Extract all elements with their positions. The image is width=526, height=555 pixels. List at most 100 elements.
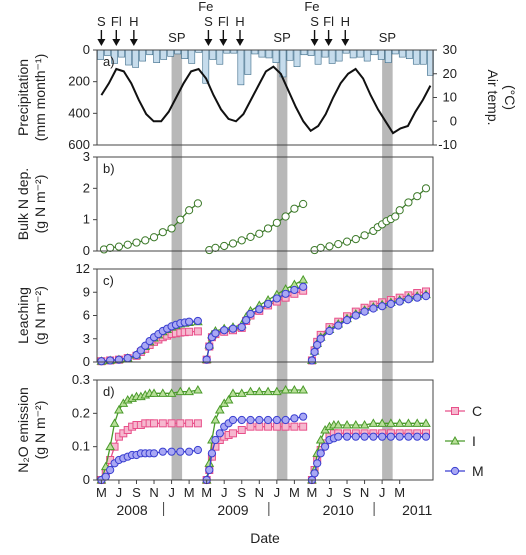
y2-tick-label: 30 <box>443 42 457 57</box>
x-tick-label: J <box>168 485 175 500</box>
data-point-circle <box>220 326 229 335</box>
data-point-circle <box>263 299 273 308</box>
event-label: S <box>204 14 213 29</box>
precipitation-bar <box>391 49 399 55</box>
data-point-circle <box>360 432 369 441</box>
y2-tick-label: 10 <box>443 90 457 105</box>
precipitation-bar <box>188 49 196 64</box>
data-point-circle <box>281 415 290 425</box>
event-arrowhead <box>97 39 106 46</box>
y-tick-label: 200 <box>68 74 90 89</box>
data-point-triangle <box>263 386 273 396</box>
y-tick-label: 3 <box>83 149 90 164</box>
event-arrowhead <box>219 39 228 46</box>
sp-band <box>382 50 393 480</box>
sp-label: SP <box>379 30 396 45</box>
legend-label: C <box>472 403 482 419</box>
panel-frame <box>96 156 434 252</box>
year-label: 2009 <box>217 502 248 518</box>
data-point-circle <box>228 239 238 248</box>
precipitation-bar <box>412 49 420 65</box>
data-point-circle <box>246 309 255 319</box>
precipitation-bar <box>174 49 182 55</box>
x-tick-label: N <box>149 485 158 500</box>
x-tick-label: N <box>360 485 369 500</box>
data-point-triangle <box>280 384 291 394</box>
sp-band <box>276 50 288 480</box>
data-point-circle <box>342 237 352 246</box>
precipitation-bar <box>251 49 259 55</box>
data-point-circle <box>205 465 214 475</box>
y-axis-label-line: (mm month⁻¹) <box>32 54 48 142</box>
data-point-triangle <box>114 404 124 414</box>
data-point-triangle <box>175 386 186 396</box>
precipitation-bar <box>209 49 217 60</box>
precipitation-bar <box>153 49 161 63</box>
data-point-circle <box>395 206 404 215</box>
year-label: 2011 <box>402 502 432 518</box>
data-point-square <box>158 419 167 428</box>
data-point-square <box>255 422 264 431</box>
precipitation-bar <box>321 49 329 58</box>
precipitation-bar <box>237 49 245 86</box>
event-label: H <box>341 14 350 29</box>
panel-frame <box>96 49 434 146</box>
y-tick-label: 6 <box>83 308 90 323</box>
precipitation-bar <box>265 49 273 59</box>
data-point-triangle <box>223 394 234 404</box>
data-point-circle <box>228 415 238 425</box>
x-tick-label: M <box>184 485 195 500</box>
data-point-circle <box>313 459 322 468</box>
data-point-circle <box>360 231 369 240</box>
data-point-circle <box>158 228 167 237</box>
event-label: S <box>310 14 319 29</box>
y-tick-label: 12 <box>76 261 90 276</box>
series-line <box>206 389 304 481</box>
data-point-circle <box>290 414 299 423</box>
precipitation-bar <box>293 49 301 67</box>
event-label: Fl <box>218 14 229 29</box>
precipitation-bar <box>384 49 392 63</box>
data-point-square <box>167 419 176 428</box>
data-point-circle <box>237 323 246 332</box>
data-point-circle <box>246 415 255 425</box>
event-label: H <box>235 14 244 29</box>
data-point-triangle <box>149 388 159 397</box>
data-point-circle <box>413 432 422 441</box>
y-axis-label: Bulk N dep.(g N m⁻²) <box>15 168 48 240</box>
data-point-circle <box>421 292 431 301</box>
precipitation-bar <box>167 49 175 57</box>
data-point-circle <box>320 442 330 451</box>
data-point-triangle <box>193 384 203 394</box>
data-point-triangle <box>394 418 405 427</box>
data-point-circle <box>310 347 319 357</box>
y2-tick-label: 0 <box>450 113 457 128</box>
series-line <box>206 416 304 481</box>
data-point-circle <box>391 212 400 221</box>
data-point-circle <box>281 289 290 298</box>
data-point-circle <box>369 432 378 441</box>
sp-band <box>171 50 183 480</box>
data-point-triangle <box>271 386 282 396</box>
data-point-circle <box>149 233 159 242</box>
data-point-circle <box>114 242 124 251</box>
data-point-circle <box>360 307 369 316</box>
precipitation-bar <box>398 49 406 58</box>
y-axis-label-line: (g N m⁻²) <box>32 401 48 460</box>
year-label: 2010 <box>323 502 354 518</box>
precipitation-bar <box>244 49 252 75</box>
data-point-triangle <box>315 434 326 444</box>
data-point-circle <box>185 317 194 326</box>
series-line <box>103 202 199 251</box>
data-point-circle <box>255 305 264 314</box>
event-arrowhead <box>235 39 244 46</box>
data-point-circle <box>202 355 211 364</box>
data-point-circle <box>176 447 185 456</box>
data-point-circle <box>167 224 176 233</box>
series-deposition <box>99 184 431 255</box>
data-point-circle <box>281 212 290 221</box>
data-point-circle <box>255 415 264 425</box>
data-point-square <box>193 419 202 428</box>
precipitation-bar <box>125 49 132 66</box>
legend-item-M: M <box>445 463 484 479</box>
